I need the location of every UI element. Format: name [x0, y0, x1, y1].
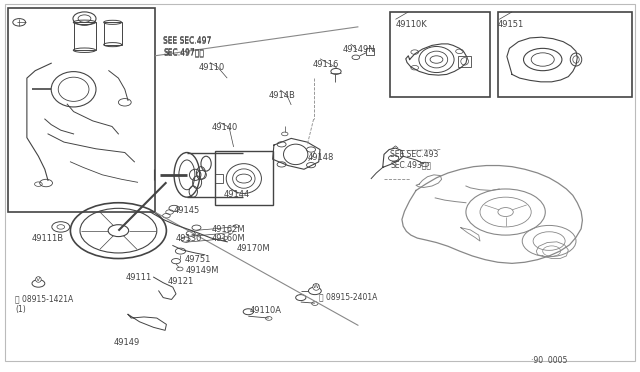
Text: 49162M: 49162M: [211, 225, 245, 234]
Text: SEE SEC.493
SEC.493参図: SEE SEC.493 SEC.493参図: [390, 150, 439, 169]
Text: 49149M: 49149M: [186, 266, 219, 275]
Text: 49110: 49110: [198, 63, 225, 72]
Text: 49110A: 49110A: [250, 306, 282, 315]
Bar: [104, 22, 122, 45]
Text: ⓕ 08915-1421A
(1): ⓕ 08915-1421A (1): [15, 295, 74, 314]
Text: 49751: 49751: [184, 255, 211, 264]
Text: 49149N: 49149N: [342, 45, 375, 54]
Text: 49144: 49144: [224, 190, 250, 199]
Text: 49170M: 49170M: [237, 244, 271, 253]
Bar: [390, 12, 490, 97]
Bar: [366, 48, 374, 55]
Text: 49140: 49140: [211, 123, 237, 132]
Text: SEE SEC.497
SEC.497参照: SEE SEC.497 SEC.497参照: [163, 36, 212, 57]
Text: 49130: 49130: [175, 234, 202, 243]
Text: 4914B: 4914B: [269, 91, 296, 100]
Text: ·90  0005: ·90 0005: [531, 356, 568, 365]
Text: 49121: 49121: [168, 277, 194, 286]
Text: 49148: 49148: [307, 153, 333, 161]
Text: 49149: 49149: [114, 338, 140, 347]
Bar: [458, 56, 471, 67]
Text: 49111: 49111: [125, 273, 152, 282]
Text: 49145: 49145: [174, 206, 200, 215]
Text: 49151: 49151: [498, 20, 524, 29]
Bar: [215, 174, 223, 183]
Bar: [74, 22, 96, 50]
Text: 49116: 49116: [312, 60, 339, 68]
Text: W: W: [313, 285, 319, 289]
Text: V: V: [36, 277, 40, 282]
Text: 49110K: 49110K: [396, 20, 428, 29]
Bar: [8, 8, 155, 212]
Text: SEE SEC.497
SEC.497参図: SEE SEC.497 SEC.497参図: [163, 37, 212, 57]
Text: 49111B: 49111B: [32, 234, 64, 243]
Bar: [498, 12, 632, 97]
Text: 49160M: 49160M: [211, 234, 245, 243]
Bar: [215, 151, 273, 205]
Text: ⓕ 08915-2401A: ⓕ 08915-2401A: [319, 292, 377, 301]
